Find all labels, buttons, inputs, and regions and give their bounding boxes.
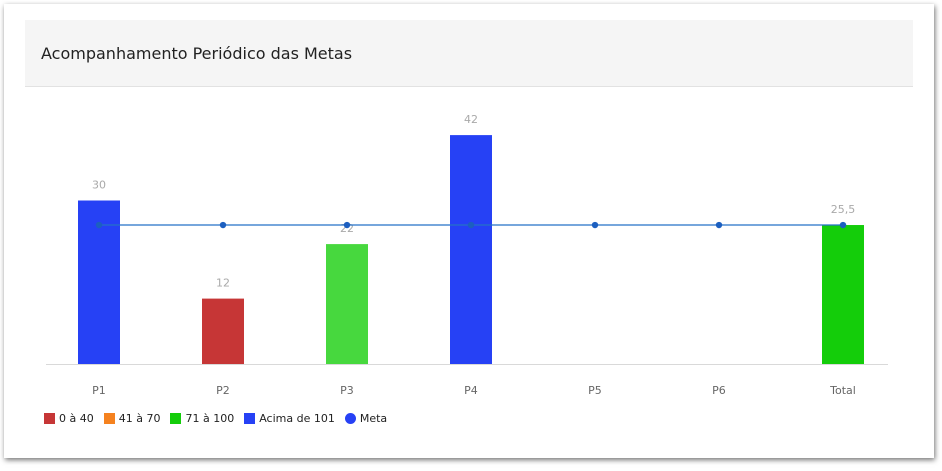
meta-point-p3 bbox=[343, 221, 351, 229]
legend-label-2: 71 à 100 bbox=[185, 412, 235, 425]
meta-point-p6 bbox=[715, 221, 723, 229]
x-tick-total: Total bbox=[829, 384, 856, 397]
card-header: Acompanhamento Periódico das Metas bbox=[25, 20, 913, 87]
x-tick-p6: P6 bbox=[712, 384, 726, 397]
legend-swatch-1 bbox=[103, 413, 115, 424]
legend-label-0: 0 à 40 bbox=[59, 412, 94, 425]
legend-label-4: Meta bbox=[359, 412, 388, 425]
bar-total bbox=[822, 225, 864, 364]
legend-swatch-0 bbox=[44, 413, 55, 424]
bar-p2 bbox=[202, 298, 244, 364]
meta-point-p1 bbox=[95, 221, 103, 229]
legend-item-3[interactable]: Acima de 101 bbox=[244, 412, 335, 425]
legend-label-3: Acima de 101 bbox=[259, 412, 335, 425]
meta-point-p5 bbox=[591, 221, 599, 229]
bar-label-total: 25,5 bbox=[831, 203, 856, 216]
legend-item-4[interactable]: Meta bbox=[344, 412, 388, 425]
card-title: Acompanhamento Periódico das Metas bbox=[41, 44, 353, 63]
bar-p3 bbox=[326, 244, 368, 364]
bar-p4 bbox=[450, 135, 492, 364]
meta-point-p4 bbox=[467, 221, 475, 229]
x-tick-p3: P3 bbox=[340, 384, 354, 397]
legend-item-1[interactable]: 41 à 70 bbox=[103, 412, 161, 425]
x-tick-p4: P4 bbox=[464, 384, 478, 397]
x-tick-p1: P1 bbox=[92, 384, 106, 397]
legend-label-1: 41 à 70 bbox=[118, 412, 161, 425]
legend-swatch-4 bbox=[344, 413, 356, 424]
legend-swatch-3 bbox=[244, 413, 256, 424]
bar-label-p4: 42 bbox=[464, 113, 478, 126]
legend-item-2[interactable]: 71 à 100 bbox=[170, 412, 234, 425]
x-tick-p5: P5 bbox=[588, 384, 602, 397]
x-tick-p2: P2 bbox=[216, 384, 230, 397]
chart-card: Acompanhamento Periódico das Metas bbox=[4, 4, 934, 458]
legend-swatch-2 bbox=[170, 413, 182, 424]
chart-legend: 0 à 40 41 à 70 71 à 100 Acima de 101 Meta bbox=[44, 412, 397, 425]
legend-item-0[interactable]: 0 à 40 bbox=[44, 412, 94, 425]
bar-label-p2: 12 bbox=[216, 277, 230, 290]
meta-point-total bbox=[839, 221, 847, 229]
meta-point-p2 bbox=[219, 221, 227, 229]
bar-label-p1: 30 bbox=[92, 179, 106, 192]
